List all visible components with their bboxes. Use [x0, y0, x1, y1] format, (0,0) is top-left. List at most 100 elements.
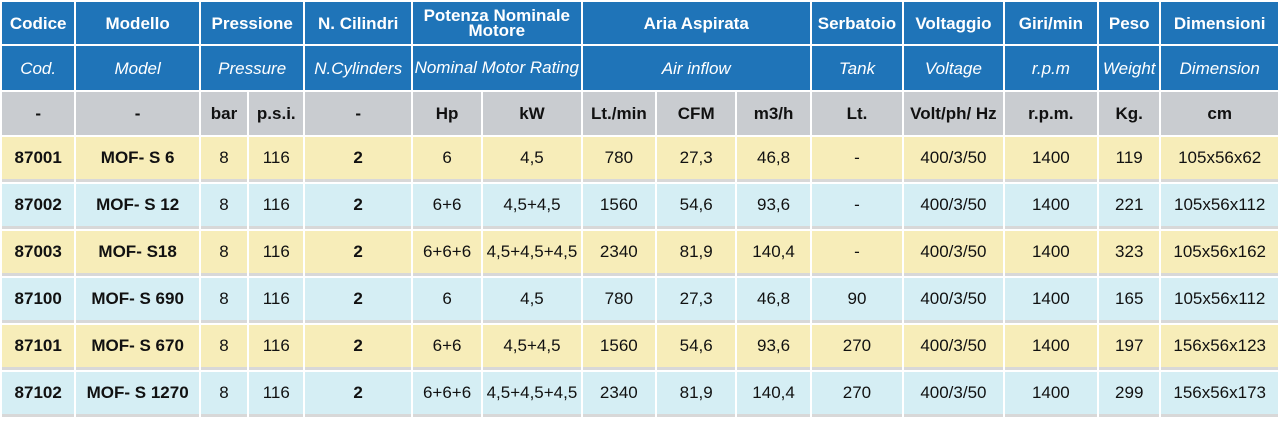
header-peso: Peso	[1099, 2, 1160, 44]
table-row: 87002 MOF- S 12 8 116 2 6+6 4,5+4,5 1560…	[2, 184, 1278, 229]
unit-giri: r.p.m.	[1004, 92, 1098, 135]
header-en-dimensioni: Dimension	[1161, 46, 1278, 90]
cell-hp: 6+6+6	[412, 231, 482, 276]
header-en-cilindri: N.Cylinders	[305, 46, 411, 90]
cell-dimension: 156x56x173	[1161, 372, 1278, 417]
table-row: 87003 MOF- S18 8 116 2 6+6+6 4,5+4,5+4,5…	[2, 231, 1278, 276]
cell-dimension: 105x56x162	[1161, 231, 1278, 276]
units-row: - - bar p.s.i. - Hp kW Lt./min CFM m3/h …	[2, 92, 1278, 135]
cell-psi: 116	[249, 184, 304, 229]
cell-kw: 4,5+4,5+4,5	[483, 231, 581, 276]
cell-model: MOF- S 1270	[76, 372, 199, 417]
cell-m3h: 140,4	[737, 231, 810, 276]
cell-dimension: 156x56x123	[1161, 325, 1278, 370]
cell-cylinders: 2	[305, 278, 411, 323]
table-row: 87101 MOF- S 670 8 116 2 6+6 4,5+4,5 156…	[2, 325, 1278, 370]
cell-lt-min: 780	[582, 278, 656, 323]
cell-psi: 116	[249, 231, 304, 276]
cell-lt-min: 1560	[582, 325, 656, 370]
unit-codice: -	[2, 92, 75, 135]
unit-bar: bar	[200, 92, 248, 135]
header-aria: Aria Aspirata	[582, 2, 810, 44]
cell-model: MOF- S 12	[76, 184, 199, 229]
header-serbatoio: Serbatoio	[811, 2, 903, 44]
cell-tank: 270	[811, 372, 903, 417]
cell-tank: 90	[811, 278, 903, 323]
cell-weight: 119	[1099, 137, 1160, 182]
cell-kw: 4,5+4,5	[483, 184, 581, 229]
unit-m3h: m3/h	[737, 92, 810, 135]
cell-tank: -	[811, 137, 903, 182]
cell-code: 87002	[2, 184, 75, 229]
cell-tank: -	[811, 184, 903, 229]
table-row: 87102 MOF- S 1270 8 116 2 6+6+6 4,5+4,5+…	[2, 372, 1278, 417]
cell-cylinders: 2	[305, 325, 411, 370]
cell-dimension: 105x56x112	[1161, 278, 1278, 323]
cell-m3h: 140,4	[737, 372, 810, 417]
unit-modello: -	[76, 92, 199, 135]
cell-lt-min: 2340	[582, 231, 656, 276]
cell-hp: 6+6+6	[412, 372, 482, 417]
unit-lt-min: Lt./min	[582, 92, 656, 135]
header-en-aria: Air inflow	[582, 46, 810, 90]
header-en-pressione: Pressure	[200, 46, 304, 90]
cell-bar: 8	[200, 372, 248, 417]
header-dimensioni: Dimensioni	[1161, 2, 1278, 44]
cell-rpm: 1400	[1004, 372, 1098, 417]
cell-dimension: 105x56x62	[1161, 137, 1278, 182]
cell-bar: 8	[200, 231, 248, 276]
unit-peso: Kg.	[1099, 92, 1160, 135]
cell-voltage: 400/3/50	[904, 278, 1003, 323]
cell-psi: 116	[249, 325, 304, 370]
cell-bar: 8	[200, 325, 248, 370]
cell-voltage: 400/3/50	[904, 325, 1003, 370]
unit-cilindri: -	[305, 92, 411, 135]
cell-voltage: 400/3/50	[904, 137, 1003, 182]
table-row: 87100 MOF- S 690 8 116 2 6 4,5 780 27,3 …	[2, 278, 1278, 323]
cell-bar: 8	[200, 184, 248, 229]
cell-cfm: 54,6	[657, 184, 736, 229]
cell-code: 87102	[2, 372, 75, 417]
cell-tank: -	[811, 231, 903, 276]
cell-voltage: 400/3/50	[904, 184, 1003, 229]
cell-weight: 299	[1099, 372, 1160, 417]
cell-dimension: 105x56x112	[1161, 184, 1278, 229]
cell-rpm: 1400	[1004, 278, 1098, 323]
cell-kw: 4,5	[483, 137, 581, 182]
cell-code: 87003	[2, 231, 75, 276]
cell-m3h: 46,8	[737, 137, 810, 182]
cell-weight: 323	[1099, 231, 1160, 276]
cell-cylinders: 2	[305, 231, 411, 276]
cell-hp: 6	[412, 278, 482, 323]
cell-psi: 116	[249, 278, 304, 323]
cell-m3h: 93,6	[737, 325, 810, 370]
cell-rpm: 1400	[1004, 137, 1098, 182]
header-codice: Codice	[2, 2, 75, 44]
header-row-english: Cod. Model Pressure N.Cylinders Nominal …	[2, 46, 1278, 90]
cell-rpm: 1400	[1004, 325, 1098, 370]
cell-bar: 8	[200, 278, 248, 323]
cell-code: 87101	[2, 325, 75, 370]
cell-weight: 165	[1099, 278, 1160, 323]
cell-cfm: 54,6	[657, 325, 736, 370]
cell-voltage: 400/3/50	[904, 372, 1003, 417]
cell-hp: 6	[412, 137, 482, 182]
cell-psi: 116	[249, 372, 304, 417]
cell-lt-min: 2340	[582, 372, 656, 417]
cell-rpm: 1400	[1004, 184, 1098, 229]
cell-model: MOF- S 670	[76, 325, 199, 370]
header-en-voltaggio: Voltage	[904, 46, 1003, 90]
cell-cylinders: 2	[305, 184, 411, 229]
header-pressione: Pressione	[200, 2, 304, 44]
cell-cylinders: 2	[305, 137, 411, 182]
cell-cfm: 27,3	[657, 137, 736, 182]
cell-rpm: 1400	[1004, 231, 1098, 276]
cell-kw: 4,5	[483, 278, 581, 323]
cell-model: MOF- S 6	[76, 137, 199, 182]
cell-model: MOF- S 690	[76, 278, 199, 323]
cell-bar: 8	[200, 137, 248, 182]
cell-cfm: 81,9	[657, 231, 736, 276]
cell-lt-min: 780	[582, 137, 656, 182]
header-en-serbatoio: Tank	[811, 46, 903, 90]
cell-voltage: 400/3/50	[904, 231, 1003, 276]
